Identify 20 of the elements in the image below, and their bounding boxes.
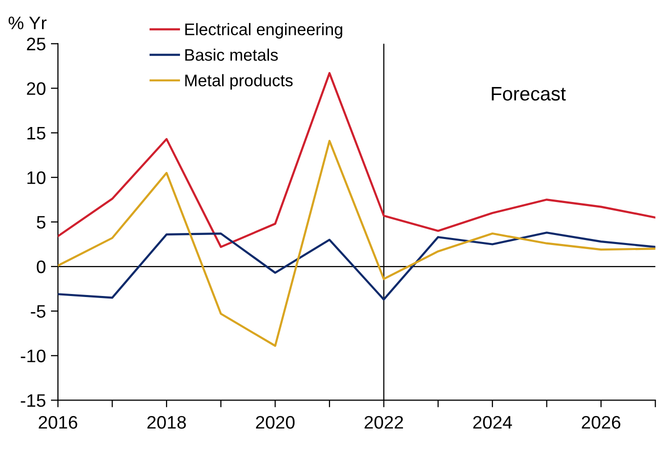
y-tick-label: -10: [20, 350, 46, 362]
y-tick-label: 20: [26, 82, 46, 95]
annotation: Forecast: [492, 87, 566, 101]
x-tick-label: 2026: [582, 416, 620, 429]
y-axis-title: % Yr: [8, 16, 47, 30]
y-tick-label: 15: [27, 126, 46, 140]
y-tick-label: 0: [36, 260, 46, 274]
y-tick-label: -15: [20, 394, 46, 407]
x-tick-label: 2018: [147, 416, 186, 429]
x-tick-label: 2016: [38, 416, 78, 429]
legend-label: Basic metals: [185, 48, 278, 61]
x-tick-label: 2022: [364, 416, 403, 429]
legend-label: Metal products: [185, 74, 293, 90]
y-tick-label: 5: [36, 216, 46, 229]
y-tick-label: -5: [30, 305, 46, 318]
x-tick-label: 2024: [473, 416, 512, 429]
y-tick-label: 25: [26, 38, 46, 50]
legend-label: Electrical engineering: [185, 23, 342, 39]
y-tick-label: 10: [27, 171, 46, 184]
x-tick-label: 2020: [256, 416, 295, 429]
